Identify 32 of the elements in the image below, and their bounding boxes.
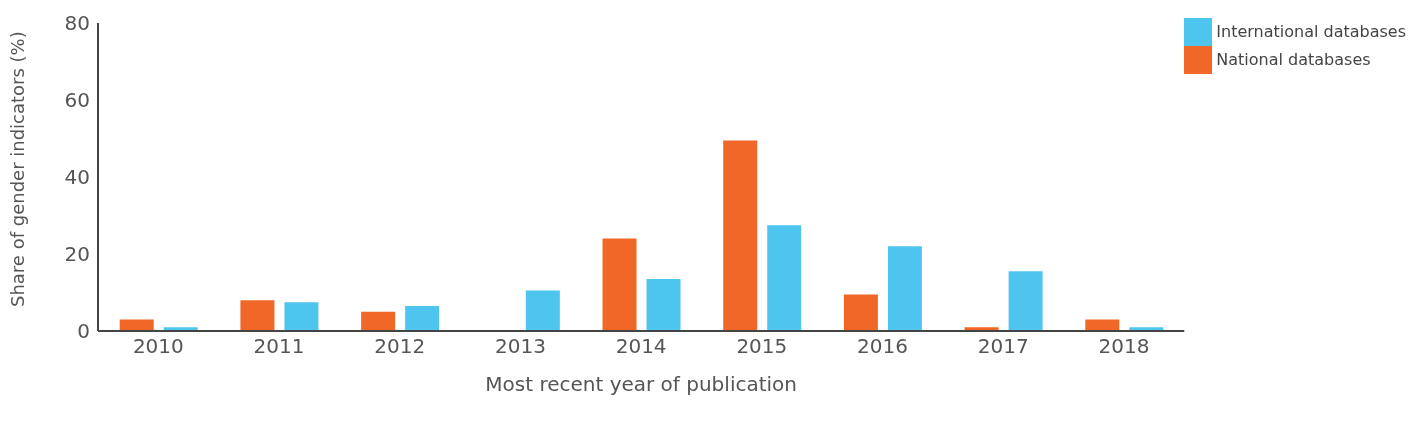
bar	[887, 246, 922, 331]
bar	[240, 300, 275, 331]
x-tick-label: 2018	[1098, 334, 1150, 359]
x-tick-label: 2014	[615, 334, 667, 359]
x-tick-label: 2017	[977, 334, 1029, 359]
bar	[843, 294, 878, 331]
bar	[767, 225, 802, 331]
bar	[646, 279, 681, 331]
bar	[602, 238, 637, 331]
x-tick-label: 2010	[132, 334, 184, 359]
bar	[284, 302, 319, 331]
bar	[723, 140, 758, 331]
bar	[1008, 271, 1043, 331]
bar	[361, 311, 396, 331]
bar	[405, 305, 440, 331]
y-tick-label: 40	[64, 165, 90, 190]
bar	[1085, 319, 1120, 331]
y-tick-label: 0	[77, 319, 90, 344]
y-tick-label: 20	[64, 242, 90, 267]
x-tick-label: 2011	[253, 334, 305, 359]
x-tick-label: 2013	[494, 334, 546, 359]
x-tick-label: 2016	[857, 334, 908, 359]
x-tick-label: 2015	[736, 334, 788, 359]
x-axis-title: Most recent year of publication	[485, 372, 798, 396]
bar	[119, 319, 154, 331]
y-tick-label: 60	[64, 88, 90, 113]
y-tick-label: 80	[64, 11, 90, 36]
legend-label: International databases	[1216, 21, 1406, 41]
x-tick-label: 2012	[374, 334, 426, 359]
bar	[525, 290, 560, 331]
legend-label: National databases	[1216, 49, 1371, 69]
y-axis-title: Share of gender indicators (%)	[7, 31, 29, 307]
